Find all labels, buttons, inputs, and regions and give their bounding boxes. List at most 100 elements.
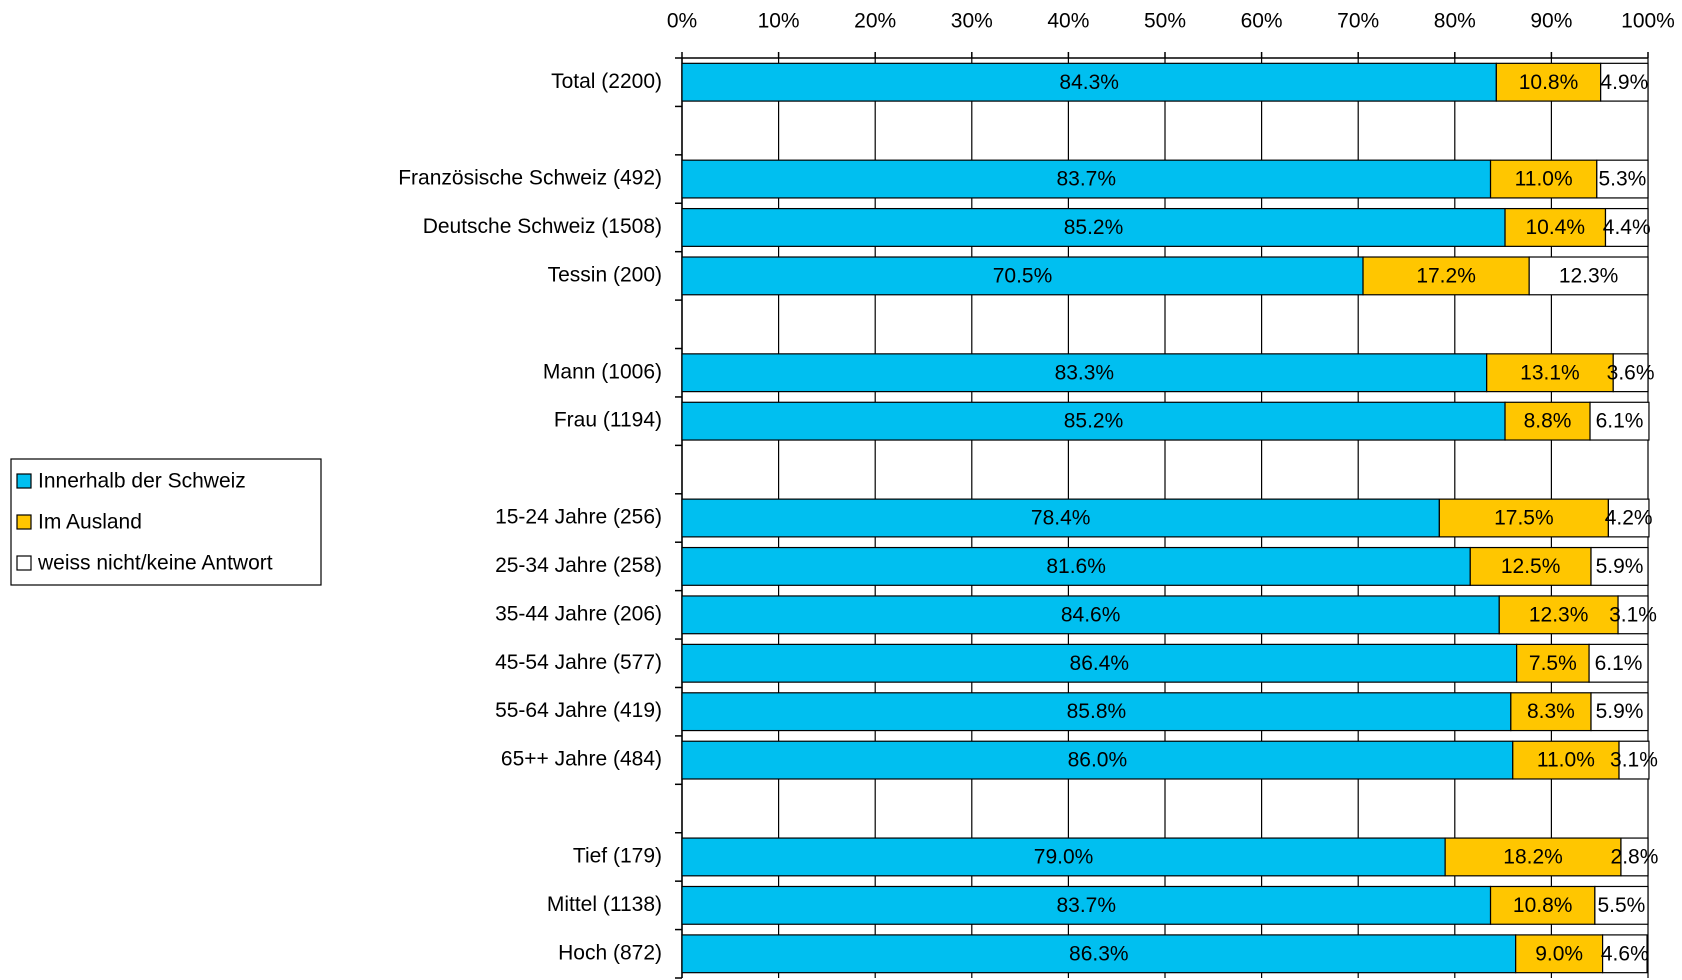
- data-label: 10.8%: [1513, 894, 1573, 917]
- data-label: 84.6%: [1061, 603, 1121, 626]
- bar-segment: [681, 740, 1514, 780]
- legend-swatch: [16, 473, 32, 489]
- bar-segment: [1498, 595, 1619, 635]
- legend-label: Im Ausland: [38, 511, 142, 534]
- bar-segment: [1594, 885, 1649, 925]
- data-label: 2.8%: [1611, 845, 1659, 868]
- y-tick-label: 65++ Jahre (484): [501, 748, 662, 771]
- x-tick-label: 20%: [854, 10, 896, 33]
- data-label: 12.5%: [1501, 555, 1561, 578]
- bar-segment: [1469, 546, 1592, 586]
- bar-segment: [1438, 498, 1609, 538]
- bar-segment: [681, 353, 1488, 393]
- data-label: 5.9%: [1596, 555, 1644, 578]
- data-label: 12.3%: [1529, 603, 1589, 626]
- y-tick-label: 35-44 Jahre (206): [495, 602, 662, 625]
- legend-box: [10, 458, 322, 586]
- data-label: 83.7%: [1056, 168, 1116, 191]
- y-tick-label: Mann (1006): [543, 360, 662, 383]
- data-label: 17.2%: [1416, 264, 1476, 287]
- y-tick-label: Mittel (1138): [547, 893, 662, 916]
- bar-segment: [681, 934, 1517, 974]
- x-tick-label: 90%: [1530, 10, 1572, 33]
- bar-segment: [681, 207, 1506, 247]
- x-tick-label: 0%: [667, 10, 697, 33]
- bar-segment: [1489, 885, 1596, 925]
- bar-segment: [1444, 837, 1622, 877]
- y-tick-label: Tief (179): [573, 844, 662, 867]
- data-label: 5.9%: [1596, 700, 1644, 723]
- x-tick-label: 60%: [1241, 10, 1283, 33]
- data-label: 17.5%: [1494, 507, 1554, 530]
- data-label: 6.1%: [1596, 410, 1644, 433]
- bar-segment: [1617, 595, 1649, 635]
- x-tick-label: 50%: [1144, 10, 1186, 33]
- bar-segment: [1590, 692, 1649, 732]
- x-tick-label: 10%: [758, 10, 800, 33]
- bar-segment: [1362, 256, 1530, 296]
- x-tick-label: 100%: [1621, 10, 1675, 33]
- bar-segment: [1486, 353, 1614, 393]
- data-label: 5.3%: [1598, 168, 1646, 191]
- data-label: 11.0%: [1537, 749, 1595, 772]
- data-label: 4.9%: [1600, 71, 1648, 94]
- bar-segment: [1495, 62, 1602, 102]
- data-label: 5.5%: [1597, 894, 1645, 917]
- bar-segment: [1607, 498, 1650, 538]
- legend-label: Innerhalb der Schweiz: [38, 470, 246, 493]
- bar-segment: [1590, 546, 1649, 586]
- bar-segment: [1600, 62, 1649, 102]
- data-label: 3.1%: [1609, 603, 1657, 626]
- data-label: 86.4%: [1070, 652, 1130, 675]
- y-tick-label: Tessin (200): [548, 263, 662, 286]
- data-label: 70.5%: [993, 264, 1053, 287]
- bar-segment: [1612, 353, 1649, 393]
- bar-segment: [1515, 934, 1604, 974]
- bar-segment: [1620, 837, 1649, 877]
- bar-segment: [1601, 934, 1648, 974]
- x-tick-label: 80%: [1434, 10, 1476, 33]
- legend: Innerhalb der Schweiz Im Ausland weiss nic…: [10, 458, 322, 586]
- bar-segment: [681, 595, 1500, 635]
- data-label: 3.6%: [1607, 361, 1655, 384]
- y-tick-label: Hoch (872): [558, 941, 662, 964]
- data-label: 83.7%: [1056, 894, 1116, 917]
- bar-segment: [1510, 692, 1592, 732]
- data-label: 18.2%: [1503, 845, 1563, 868]
- data-label: 3.1%: [1610, 749, 1658, 772]
- y-tick-label: 25-34 Jahre (258): [495, 554, 662, 577]
- bar-segment: [1588, 643, 1649, 683]
- legend-label: weiss nicht/keine Antwort: [37, 552, 273, 575]
- data-label: 8.3%: [1527, 700, 1575, 723]
- legend-swatch: [16, 555, 32, 571]
- data-label: 13.1%: [1520, 361, 1580, 384]
- x-tick-label: 40%: [1047, 10, 1089, 33]
- data-label: 86.0%: [1068, 749, 1128, 772]
- bar-segment: [681, 256, 1364, 296]
- data-label: 78.4%: [1031, 507, 1091, 530]
- data-label: 83.3%: [1055, 361, 1115, 384]
- data-label: 10.4%: [1525, 216, 1585, 239]
- y-tick-label: 55-64 Jahre (419): [495, 699, 662, 722]
- x-tick-label: 30%: [951, 10, 993, 33]
- bar-segment: [681, 885, 1492, 925]
- data-label: 85.2%: [1064, 216, 1124, 239]
- bar-segment: [681, 498, 1440, 538]
- data-label: 10.8%: [1519, 71, 1579, 94]
- data-label: 12.3%: [1559, 264, 1619, 287]
- y-tick-label: Französische Schweiz (492): [398, 167, 662, 190]
- bar-segment: [1512, 740, 1620, 780]
- data-label: 7.5%: [1529, 652, 1577, 675]
- bar-segment: [1589, 401, 1650, 441]
- data-label: 6.1%: [1595, 652, 1643, 675]
- y-tick-label: 15-24 Jahre (256): [495, 506, 662, 529]
- bar-segment: [1596, 159, 1649, 199]
- data-label: 8.8%: [1524, 410, 1572, 433]
- bar-segment: [1516, 643, 1590, 683]
- data-label: 84.3%: [1059, 71, 1119, 94]
- bar-segment: [1504, 401, 1591, 441]
- data-label: 9.0%: [1535, 942, 1583, 965]
- data-label: 85.8%: [1067, 700, 1127, 723]
- data-label: 4.2%: [1605, 507, 1653, 530]
- bar-segment: [681, 401, 1506, 441]
